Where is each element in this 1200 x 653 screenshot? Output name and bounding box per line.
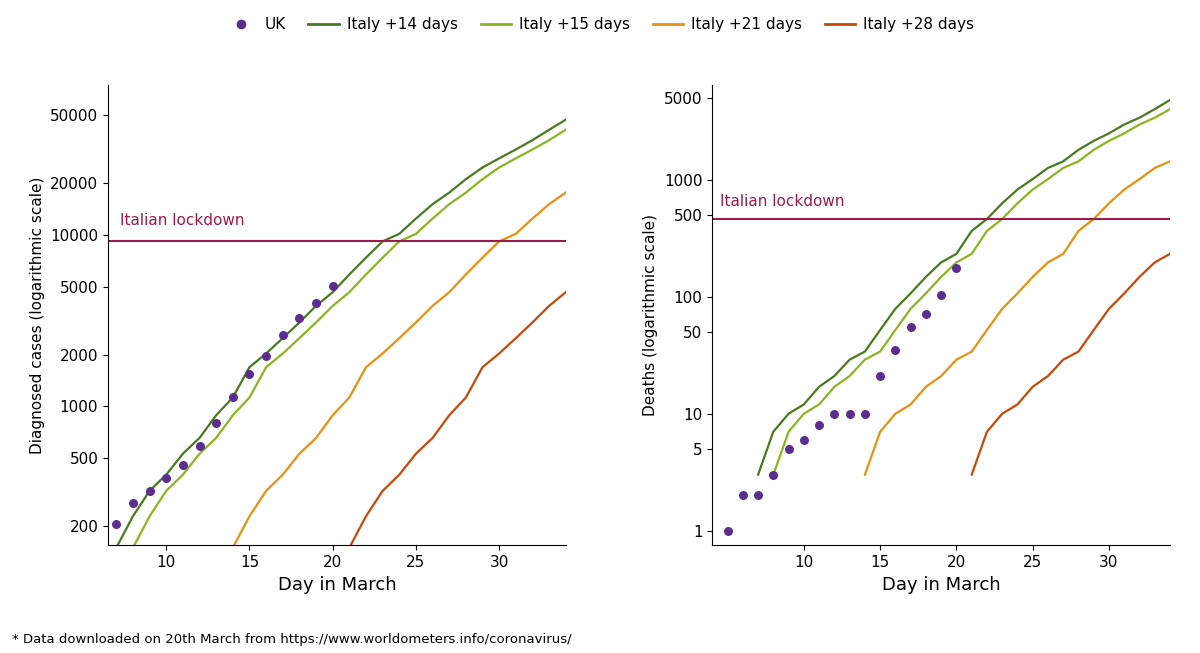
Point	[257, 351, 276, 362]
Legend: UK, Italy +14 days, Italy +15 days, Italy +21 days, Italy +28 days: UK, Italy +14 days, Italy +15 days, Ital…	[220, 11, 980, 38]
Text: Italian lockdown: Italian lockdown	[120, 213, 244, 228]
Point	[901, 322, 920, 332]
Point	[223, 391, 242, 402]
X-axis label: Day in March: Day in March	[882, 575, 1001, 594]
Point	[947, 263, 966, 273]
Y-axis label: Deaths (logarithmic scale): Deaths (logarithmic scale)	[643, 214, 659, 416]
Point	[779, 443, 798, 454]
Point	[870, 371, 889, 381]
Point	[140, 486, 160, 496]
Y-axis label: Diagnosed cases (logarithmic scale): Diagnosed cases (logarithmic scale)	[30, 176, 44, 454]
Point	[274, 329, 293, 340]
Point	[840, 409, 859, 419]
Point	[917, 308, 936, 319]
Point	[306, 298, 325, 309]
Point	[206, 418, 226, 428]
Point	[749, 490, 768, 501]
Point	[173, 460, 192, 470]
Point	[931, 290, 950, 300]
Point	[107, 519, 126, 530]
Point	[290, 313, 310, 323]
Point	[124, 498, 143, 508]
Point	[190, 441, 209, 451]
Point	[824, 409, 844, 419]
Point	[763, 470, 782, 480]
Point	[323, 281, 342, 291]
Point	[240, 369, 259, 379]
Point	[157, 473, 176, 483]
Text: * Data downloaded on 20th March from https://www.worldometers.info/coronavirus/: * Data downloaded on 20th March from htt…	[12, 633, 571, 646]
Point	[718, 526, 737, 536]
Text: Italian lockdown: Italian lockdown	[720, 194, 845, 209]
Point	[794, 434, 814, 445]
Point	[810, 420, 829, 430]
Point	[733, 490, 752, 501]
Point	[856, 409, 875, 419]
X-axis label: Day in March: Day in March	[277, 575, 396, 594]
Point	[886, 345, 905, 355]
